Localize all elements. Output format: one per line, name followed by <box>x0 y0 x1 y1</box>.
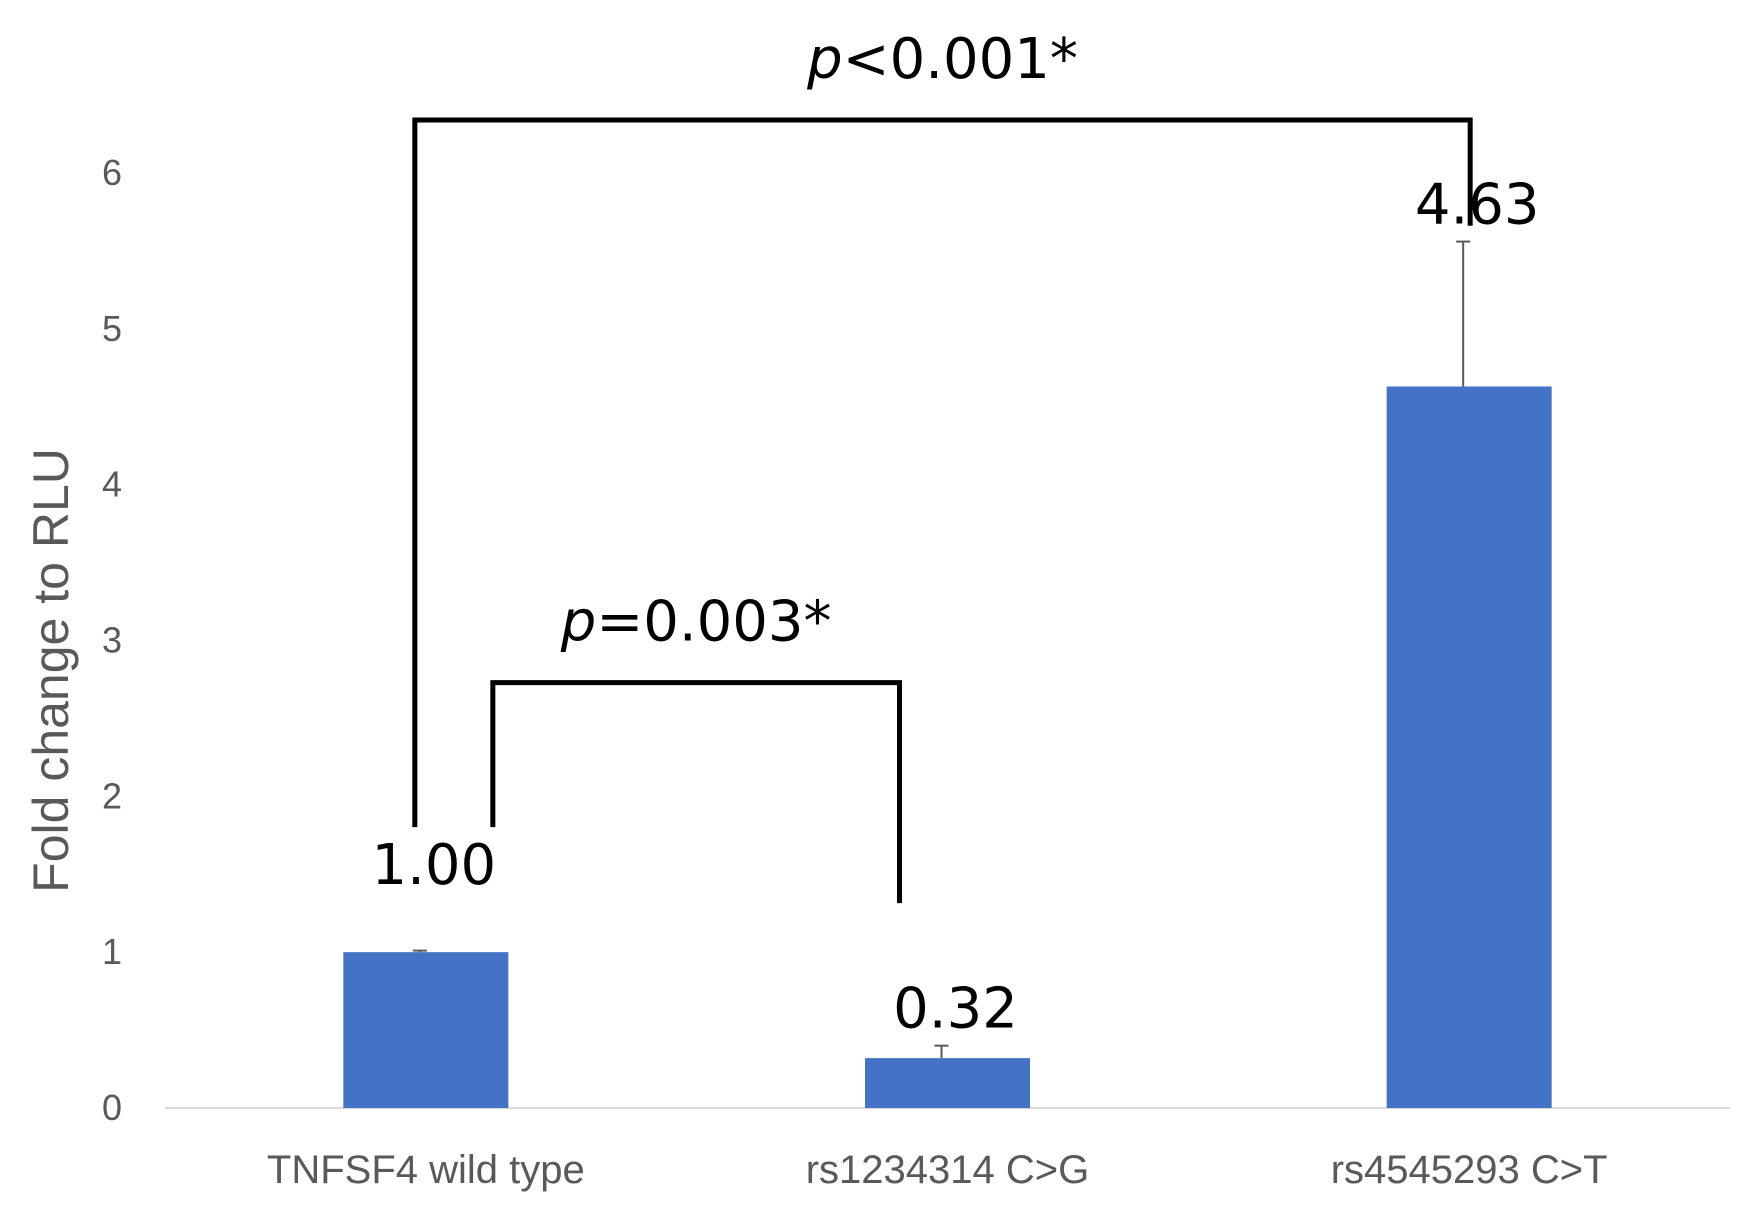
data-labels: 1.00 0.32 4.63 <box>371 173 1539 1042</box>
y-axis-label: Fold change to RLU <box>23 448 79 893</box>
error-bars <box>412 240 1471 1059</box>
p-symbol: p <box>806 27 843 92</box>
y-axis-ticks: 0 1 2 3 4 5 6 <box>102 152 122 1128</box>
significance-label: p<0.001* <box>806 27 1078 92</box>
data-label: 4.63 <box>1415 173 1540 238</box>
y-tick-label: 1 <box>102 931 122 972</box>
p-value: <0.001* <box>843 27 1078 92</box>
data-label: 0.32 <box>893 977 1018 1042</box>
x-axis-categories: TNFSF4 wild type rs1234314 C>G rs4545293 C… <box>267 1148 1608 1192</box>
y-tick-label: 0 <box>102 1087 122 1128</box>
x-category-label: rs4545293 C>T <box>1331 1148 1608 1192</box>
p-value: =0.003* <box>596 590 831 655</box>
y-tick-label: 2 <box>102 775 122 816</box>
y-tick-label: 3 <box>102 620 122 661</box>
y-tick-label: 4 <box>102 464 122 505</box>
p-symbol: p <box>560 590 597 655</box>
bars <box>343 386 1552 1108</box>
bar <box>343 952 509 1108</box>
y-tick-label: 6 <box>102 152 122 193</box>
x-category-label: TNFSF4 wild type <box>267 1148 585 1192</box>
bar <box>1386 386 1552 1108</box>
data-label: 1.00 <box>371 833 496 898</box>
significance-bracket <box>412 117 1473 828</box>
bar <box>865 1058 1030 1108</box>
x-category-label: rs1234314 C>G <box>806 1148 1090 1192</box>
significance-brackets: p=0.003*p<0.001* <box>412 27 1473 904</box>
y-tick-label: 5 <box>102 308 122 349</box>
significance-label: p=0.003* <box>560 590 832 655</box>
significance-bracket <box>490 680 902 904</box>
